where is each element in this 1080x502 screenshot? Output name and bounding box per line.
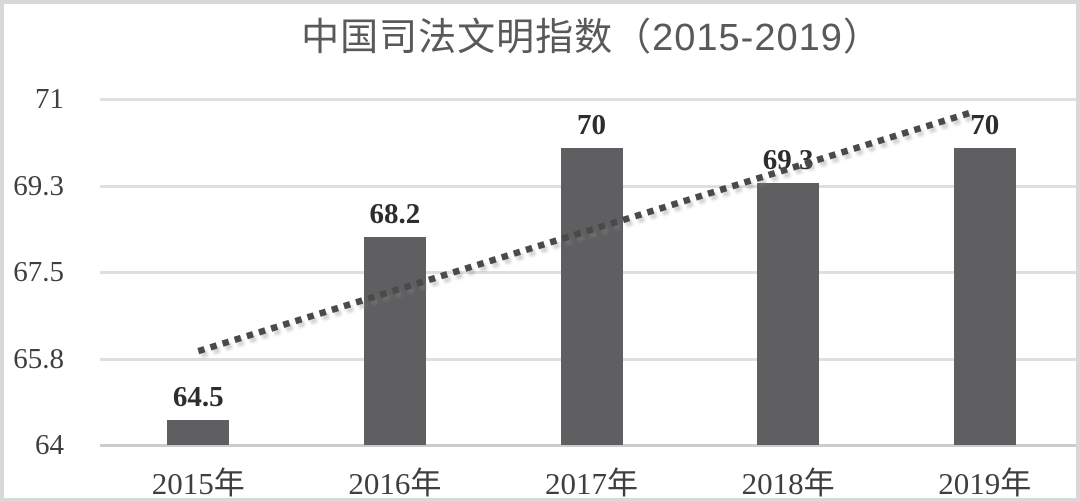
- bar-value-label: 70: [970, 109, 1000, 142]
- y-tick-label: 65.8: [13, 342, 64, 375]
- x-tick-label: 2015年: [151, 466, 245, 501]
- bar-2019年: [953, 148, 1016, 445]
- bar-2018年: [757, 183, 820, 445]
- gridline: [100, 98, 1076, 101]
- y-tick-label: 71: [35, 83, 64, 115]
- x-tick-label: 2018年: [741, 466, 835, 501]
- chart-title: 中国司法文明指数（2015-2019）: [301, 17, 882, 59]
- y-tick-label: 64: [35, 429, 64, 461]
- bar-2015年: [167, 420, 230, 445]
- bar-2016年: [363, 237, 426, 445]
- bar-value-label: 69.3: [762, 144, 814, 177]
- bar-2017年: [560, 148, 623, 445]
- gridline: [100, 444, 1076, 447]
- y-tick-label: 67.5: [13, 256, 64, 288]
- trendline: [197, 108, 979, 359]
- x-tick-label: 2019年: [938, 466, 1032, 501]
- x-tick-label: 2017年: [545, 466, 638, 501]
- bar-value-label: 68.2: [369, 198, 421, 231]
- bar-value-label: 64.5: [172, 381, 224, 414]
- bar-value-label: 70: [577, 109, 606, 142]
- y-tick-label: 69.3: [13, 169, 64, 202]
- x-tick-label: 2016年: [348, 466, 442, 501]
